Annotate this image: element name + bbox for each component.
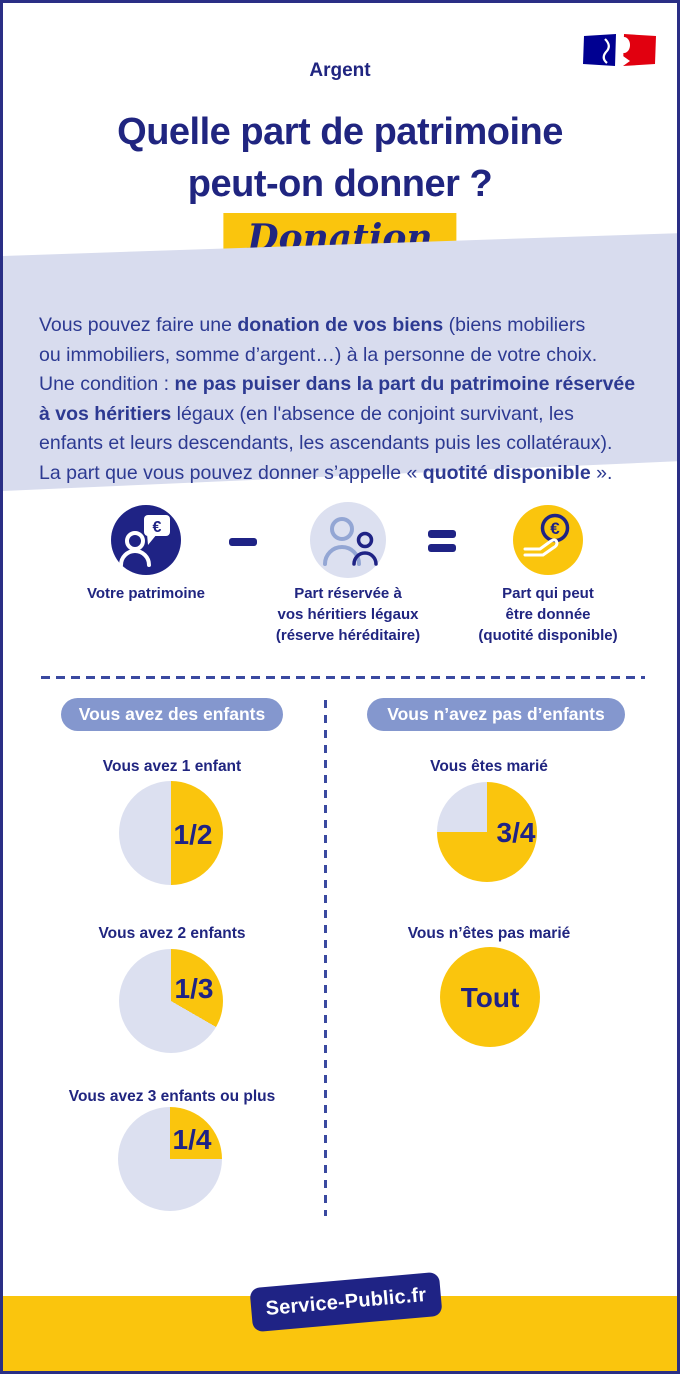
svg-text:€: € <box>550 519 560 538</box>
pie-fraction-non-marie: Tout <box>460 982 520 1013</box>
reserve-circle <box>310 502 386 578</box>
horizontal-dashed-divider <box>41 676 645 679</box>
intro-paragraph: Vous pouvez faire une donation de vos bi… <box>39 314 636 484</box>
pie-fraction-1-enfant: 1/2 <box>173 819 213 850</box>
intro-band <box>3 233 677 491</box>
column-header-with-children: Vous avez des enfants <box>61 698 283 731</box>
donnee-circle: € <box>513 505 583 575</box>
pie-title-3-enfants: Vous avez 3 enfants ou plus <box>68 1088 276 1105</box>
pie-title-non-marie: Vous n’êtes pas marié <box>407 925 571 942</box>
equals-operator <box>428 530 456 538</box>
reserve-label: Part réservée à vos héritiers légaux (ré… <box>275 585 421 644</box>
svg-text:€: € <box>153 519 162 536</box>
pie-title-2-enfants: Vous avez 2 enfants <box>98 925 246 942</box>
equals-operator-bar2 <box>428 544 456 552</box>
french-flag-marianne-icon <box>583 34 656 66</box>
pie-title-marie: Vous êtes marié <box>430 758 548 775</box>
patrimoine-label: Votre patrimoine <box>86 585 206 602</box>
patrimoine-circle: € <box>111 505 181 575</box>
pie-title-1-enfant: Vous avez 1 enfant <box>102 758 242 775</box>
minus-operator <box>229 538 257 546</box>
pie-chart-marie <box>437 782 537 882</box>
pie-fraction-2-enfants: 1/3 <box>174 973 214 1004</box>
pie-chart-3-enfants <box>118 1107 222 1211</box>
donnee-label: Part qui peut être donnée (quotité dispo… <box>478 585 618 644</box>
page-title-line1: Quelle part de patrimoine <box>117 111 563 153</box>
page-title-line2: peut-on donner ? <box>187 163 493 205</box>
pie-chart-non-marie <box>440 947 540 1047</box>
person-euro-bubble-icon: € <box>119 515 170 567</box>
page-title: Quelle part de patrimoine peut-on donner… <box>3 106 677 210</box>
two-persons-icon <box>323 517 378 566</box>
giving-hand-euro-icon: € <box>523 513 570 557</box>
pie-chart-2-enfants <box>119 949 223 1053</box>
pie-fraction-marie: 3/4 <box>496 817 536 848</box>
column-header-without-children: Vous n’avez pas d’enfants <box>367 698 625 731</box>
pie-fraction-3-enfants: 1/4 <box>172 1124 212 1155</box>
french-republic-logo <box>581 33 659 69</box>
vertical-dashed-divider <box>324 700 327 1216</box>
pie-chart-1-enfant <box>119 781 223 885</box>
category-label: Argent <box>309 60 371 81</box>
